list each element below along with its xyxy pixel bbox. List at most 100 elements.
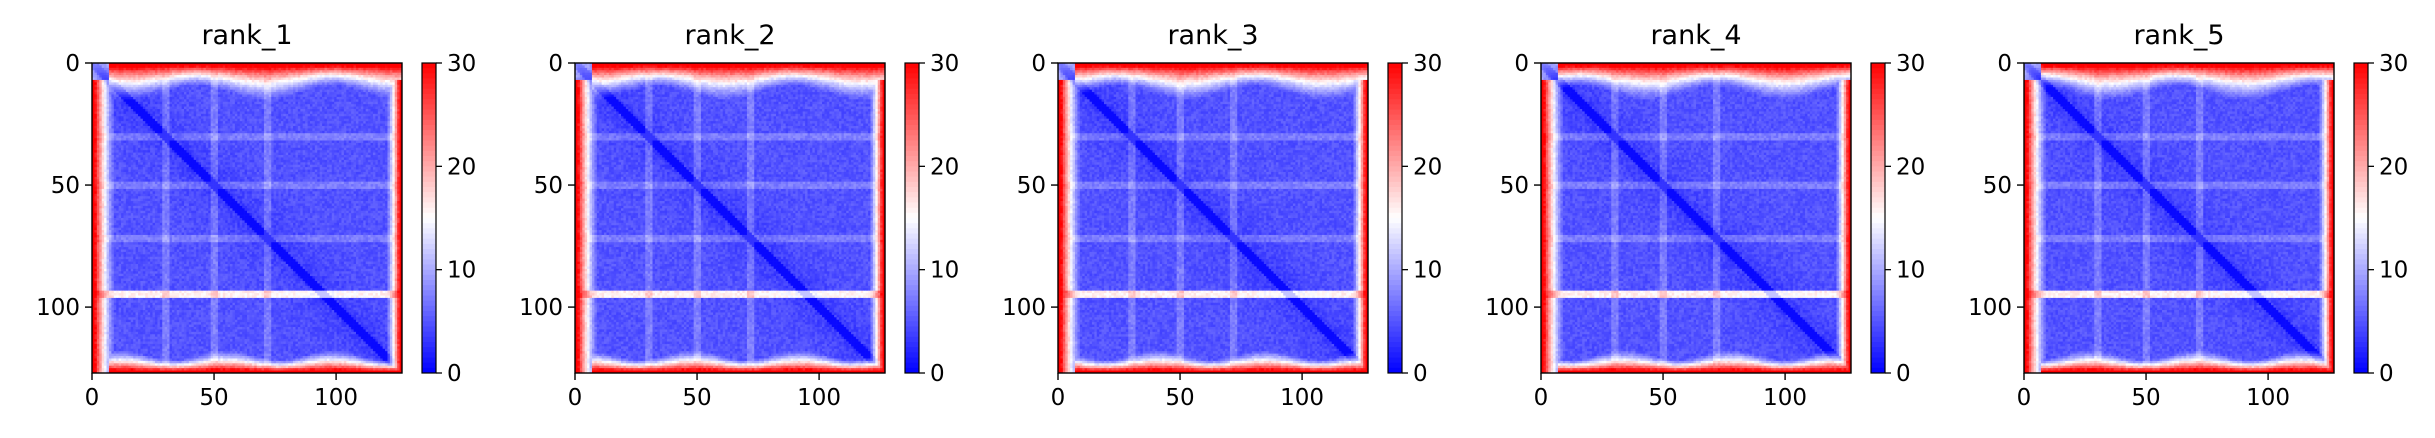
heatmap-cell <box>245 92 248 95</box>
heatmap-cell <box>300 99 303 102</box>
heatmap-cell <box>286 99 289 102</box>
heatmap-cell <box>177 65 180 68</box>
heatmap-cell <box>395 99 398 102</box>
heatmap-cell <box>291 73 294 76</box>
heatmap-cell <box>155 82 158 85</box>
heatmap-cell <box>339 65 342 68</box>
heatmap-cell <box>148 78 151 81</box>
heatmap-cell <box>387 85 390 88</box>
heatmap-cell <box>312 73 315 76</box>
heatmap-cell <box>305 94 308 97</box>
heatmap-cell <box>167 70 170 73</box>
heatmap-cell <box>167 75 170 78</box>
heatmap-cell <box>201 82 204 85</box>
heatmap-cell <box>385 87 388 90</box>
heatmap-cell <box>337 92 340 95</box>
heatmap-cell <box>116 65 119 68</box>
heatmap-cell <box>153 78 156 81</box>
heatmap-cell <box>153 68 156 71</box>
heatmap-cell <box>184 70 187 73</box>
heatmap-cell <box>99 82 102 85</box>
heatmap-cell <box>128 80 131 83</box>
heatmap-cell <box>320 99 323 102</box>
heatmap-cell <box>303 80 306 83</box>
heatmap-cell <box>140 73 143 76</box>
heatmap-cell <box>351 90 354 93</box>
heatmap-cell <box>341 82 344 85</box>
heatmap-cell <box>220 99 223 102</box>
heatmap-cell <box>380 65 383 68</box>
heatmap-cell <box>199 68 202 71</box>
heatmap-cell <box>276 97 279 100</box>
heatmap-cell <box>140 65 143 68</box>
heatmap-cell <box>148 97 151 100</box>
heatmap-cell <box>225 70 228 73</box>
heatmap-cell <box>249 94 252 97</box>
heatmap-cell <box>208 99 211 102</box>
heatmap-cell <box>341 65 344 68</box>
heatmap-cell <box>366 85 369 88</box>
heatmap-cell <box>211 85 214 88</box>
heatmap-cell <box>228 85 231 88</box>
heatmap-cell <box>114 92 117 95</box>
heatmap-cell <box>303 97 306 100</box>
heatmap-cell <box>160 102 163 105</box>
heatmap-cell <box>286 78 289 81</box>
heatmap-cell <box>240 68 243 71</box>
heatmap-cell <box>140 90 143 93</box>
heatmap-cell <box>262 97 265 100</box>
heatmap-cell <box>104 94 107 97</box>
heatmap-cell <box>358 82 361 85</box>
heatmap-cell <box>157 87 160 90</box>
heatmap-cell <box>228 90 231 93</box>
heatmap-cell <box>194 90 197 93</box>
heatmap-cell <box>366 94 369 97</box>
heatmap-cell <box>167 68 170 71</box>
heatmap-cell <box>276 70 279 73</box>
heatmap-cell <box>305 90 308 93</box>
heatmap-cell <box>286 70 289 73</box>
heatmap-cell <box>199 73 202 76</box>
heatmap-cell <box>123 65 126 68</box>
heatmap-cell <box>380 97 383 100</box>
heatmap-cell <box>123 99 126 102</box>
heatmap-cell <box>271 92 274 95</box>
heatmap-cell <box>281 85 284 88</box>
heatmap-cell <box>131 97 134 100</box>
heatmap-cell <box>131 82 134 85</box>
heatmap-cell <box>155 75 158 78</box>
heatmap-cell <box>356 92 359 95</box>
heatmap-cell <box>293 73 296 76</box>
heatmap-cell <box>102 65 105 68</box>
heatmap-cell <box>170 92 173 95</box>
heatmap-cell <box>119 85 122 88</box>
heatmap-cell <box>349 68 352 71</box>
heatmap-cell <box>138 68 141 71</box>
heatmap-cell <box>361 75 364 78</box>
heatmap-cell <box>262 82 265 85</box>
heatmap-cell <box>298 97 301 100</box>
heatmap-cell <box>196 85 199 88</box>
heatmap-cell <box>281 75 284 78</box>
heatmap-cell <box>390 78 393 81</box>
heatmap-cell <box>179 94 182 97</box>
heatmap-cell <box>274 99 277 102</box>
heatmap-cell <box>97 80 100 83</box>
heatmap-cell <box>247 80 250 83</box>
heatmap-cell <box>128 87 131 90</box>
heatmap-cell <box>385 99 388 102</box>
heatmap-cell <box>303 85 306 88</box>
heatmap-cell <box>368 97 371 100</box>
heatmap-cell <box>257 90 260 93</box>
heatmap-cell <box>269 73 272 76</box>
heatmap-cell <box>99 75 102 78</box>
heatmap-cell <box>177 92 180 95</box>
heatmap-cell <box>262 87 265 90</box>
heatmap-cell <box>97 82 100 85</box>
heatmap-cell <box>351 70 354 73</box>
heatmap-cell <box>162 87 165 90</box>
heatmap-cell <box>339 90 342 93</box>
heatmap-cell <box>276 94 279 97</box>
heatmap-cell <box>126 94 129 97</box>
heatmap-cell <box>160 85 163 88</box>
